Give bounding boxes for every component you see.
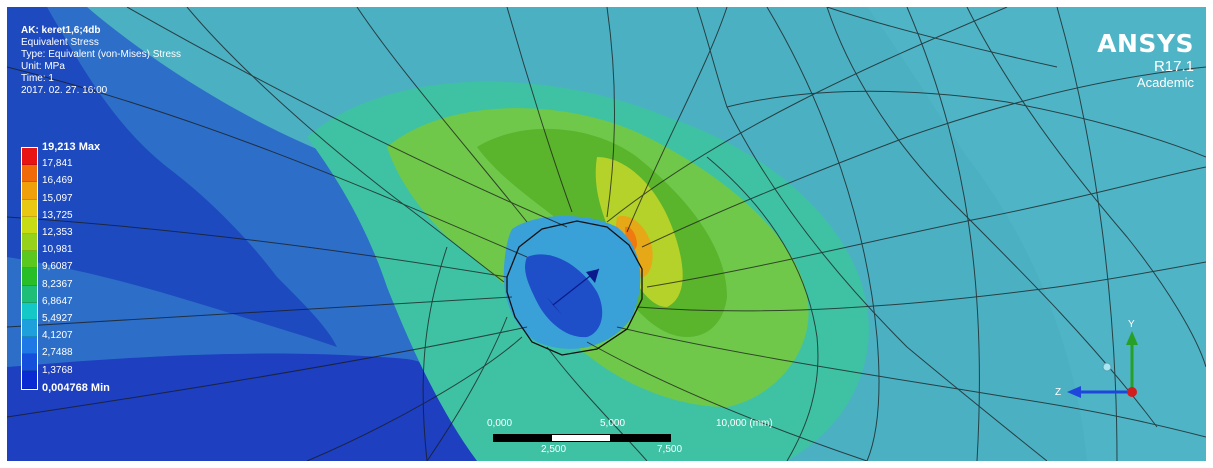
legend-level-label: 5,4927 bbox=[42, 313, 73, 324]
graphics-viewport[interactable]: AK: keret1,6;4db Equivalent Stress Type:… bbox=[7, 7, 1206, 461]
scale-label-7500: 7,500 bbox=[657, 444, 683, 455]
legend-swatch bbox=[22, 165, 37, 183]
z-axis-label: Z bbox=[1055, 387, 1061, 398]
result-type: Equivalent Stress bbox=[21, 37, 99, 48]
logo-edition: Academic bbox=[1136, 75, 1194, 90]
legend-swatch bbox=[22, 233, 37, 252]
legend-swatch bbox=[22, 182, 37, 200]
time-line: Time: 1 bbox=[21, 73, 54, 84]
scale-label-2500: 2,500 bbox=[541, 444, 567, 455]
legend-swatch bbox=[22, 354, 37, 372]
legend-swatch bbox=[22, 337, 37, 355]
contour-bands bbox=[7, 7, 1206, 461]
legend-level-label: 8,2367 bbox=[42, 278, 73, 290]
legend-level-label: 6,8647 bbox=[42, 295, 73, 307]
legend-level-label: 9,6087 bbox=[42, 261, 73, 273]
legend-min-label: 0,004768 Min bbox=[42, 381, 110, 394]
legend-level-label: 2,7488 bbox=[42, 347, 73, 359]
legend-level-label: 4,1207 bbox=[42, 330, 73, 342]
legend-swatch bbox=[22, 285, 37, 303]
result-info-panel: AK: keret1,6;4db Equivalent Stress Type:… bbox=[21, 25, 181, 97]
probe-arrows bbox=[547, 268, 600, 315]
logo-version: R17.1 bbox=[1153, 58, 1194, 75]
timestamp-line: 2017. 02. 27. 16:00 bbox=[21, 85, 108, 96]
legend-swatch bbox=[22, 302, 37, 320]
scale-track bbox=[493, 434, 671, 442]
mesh-lines bbox=[7, 7, 1206, 461]
hole-outline bbox=[506, 220, 643, 356]
scale-segment-3 bbox=[610, 435, 670, 441]
scale-label-5000: 5,000 bbox=[600, 418, 626, 429]
y-axis-label: Y bbox=[1128, 319, 1135, 330]
legend-swatch bbox=[22, 199, 37, 217]
legend-level-label: 1,3768 bbox=[42, 364, 73, 376]
legend-max-label: 19,213 Max bbox=[42, 141, 101, 153]
legend-level-label: 15,097 bbox=[42, 192, 73, 204]
legend-swatch bbox=[22, 251, 37, 269]
legend-level-label: 10,981 bbox=[42, 244, 73, 256]
legend-level-label: 12,353 bbox=[42, 227, 73, 238]
result-type-line: Type: Equivalent (von-Mises) Stress bbox=[21, 49, 182, 60]
scale-bar: 0,000 5,000 10,000 (mm) 2,500 7,500 bbox=[487, 418, 797, 458]
axis-triad[interactable]: Y Z bbox=[1047, 307, 1147, 417]
analysis-title: AK: keret1,6;4db bbox=[21, 25, 101, 36]
unit-line: Unit: MPa bbox=[21, 61, 65, 72]
scale-label-0: 0,000 bbox=[487, 418, 513, 429]
legend-color-bar bbox=[21, 147, 38, 390]
iso-view-ball[interactable] bbox=[1102, 362, 1112, 372]
scale-segment-1 bbox=[494, 435, 552, 441]
legend-swatch bbox=[22, 216, 37, 234]
y-axis-arrowhead bbox=[1126, 331, 1138, 345]
logo-name: ANSYS bbox=[1097, 29, 1194, 58]
legend-level-label: 13,725 bbox=[42, 209, 73, 221]
z-axis-arrowhead bbox=[1067, 386, 1081, 398]
legend-swatch bbox=[22, 148, 37, 166]
ansys-logo: ANSYS R17.1 Academic bbox=[1097, 29, 1194, 91]
x-axis-dot bbox=[1127, 387, 1137, 397]
legend-level-label: 16,469 bbox=[42, 175, 73, 187]
legend-level-label: 17,841 bbox=[42, 158, 73, 170]
stress-contour-plot[interactable] bbox=[7, 7, 1206, 461]
legend-swatch bbox=[22, 319, 37, 338]
legend-swatch bbox=[22, 371, 37, 389]
legend-swatch bbox=[22, 268, 37, 286]
scale-label-10000: 10,000 (mm) bbox=[716, 418, 773, 429]
